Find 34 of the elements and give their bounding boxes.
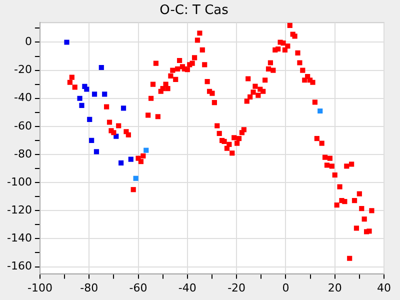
y-tick-label: -160 bbox=[6, 260, 32, 273]
x-tick-label: -80 bbox=[80, 281, 98, 294]
point bbox=[77, 96, 82, 101]
y-tick-label: 0 bbox=[24, 35, 32, 48]
point bbox=[79, 102, 84, 108]
point bbox=[92, 92, 98, 97]
point bbox=[128, 156, 134, 162]
x-tick-label: 20 bbox=[328, 281, 342, 294]
point bbox=[89, 138, 94, 144]
point bbox=[318, 108, 323, 114]
point bbox=[98, 64, 104, 70]
y-tick-label: -120 bbox=[6, 204, 32, 217]
y-tick-label: -20 bbox=[14, 63, 32, 76]
point bbox=[84, 86, 90, 92]
point bbox=[102, 92, 108, 97]
y-tick-label: -140 bbox=[6, 232, 32, 245]
y-tick-label: -60 bbox=[14, 119, 32, 132]
y-tick-label: -80 bbox=[14, 147, 32, 160]
point bbox=[94, 149, 100, 154]
x-tick-label: 0 bbox=[282, 281, 290, 294]
x-tick-label: -40 bbox=[178, 281, 196, 294]
y-tick-label: -100 bbox=[6, 175, 32, 188]
point bbox=[64, 40, 70, 45]
point bbox=[87, 116, 92, 122]
x-tick-label: -20 bbox=[228, 281, 246, 294]
point bbox=[144, 148, 149, 153]
point bbox=[120, 106, 126, 111]
y-tick-label: -40 bbox=[14, 91, 32, 104]
x-tick-label: 40 bbox=[377, 281, 391, 294]
x-tick-label: -60 bbox=[129, 281, 148, 294]
x-tick-label: -100 bbox=[27, 281, 52, 294]
chart-title: O-C: T Cas bbox=[160, 3, 229, 18]
point bbox=[118, 160, 124, 166]
point bbox=[133, 176, 138, 181]
